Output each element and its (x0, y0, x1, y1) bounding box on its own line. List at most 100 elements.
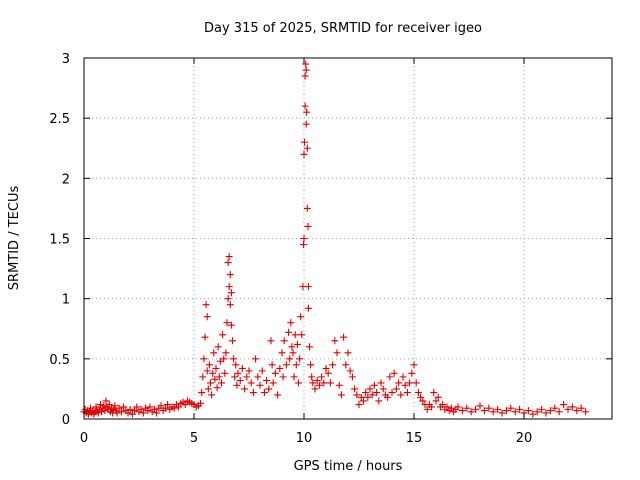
data-point (529, 410, 537, 418)
data-point (308, 373, 316, 381)
data-point (115, 404, 123, 412)
data-point (560, 401, 568, 409)
data-point (386, 373, 394, 381)
data-point (555, 408, 563, 416)
data-point (307, 361, 315, 369)
data-point (494, 405, 502, 413)
data-point (551, 404, 559, 412)
data-point (227, 289, 235, 297)
data-point (511, 408, 519, 416)
data-point (293, 340, 301, 348)
data-point (218, 379, 225, 387)
data-point (164, 401, 172, 409)
data-point (212, 364, 220, 372)
data-point (502, 407, 510, 415)
data-point (271, 369, 279, 377)
data-point (200, 355, 208, 363)
data-point (150, 405, 158, 413)
data-point (439, 401, 447, 409)
data-point (208, 391, 216, 399)
chart-title: Day 315 of 2025, SRMTID for receiver ige… (204, 21, 482, 36)
data-point (225, 253, 233, 261)
data-point (232, 361, 240, 369)
data-point (335, 381, 343, 389)
data-point (292, 361, 300, 369)
data-point (300, 241, 308, 249)
data-point (542, 409, 550, 417)
data-point (498, 409, 506, 417)
data-point (215, 373, 223, 381)
data-point (351, 385, 359, 393)
data-point (428, 403, 436, 411)
data-point (447, 404, 455, 412)
data-point (370, 381, 378, 389)
x-tick-label: 20 (516, 431, 533, 446)
data-point (94, 409, 102, 417)
data-point (359, 397, 367, 405)
data-point (137, 405, 145, 413)
data-point (276, 364, 284, 372)
data-point (139, 409, 147, 417)
data-point (102, 397, 110, 405)
data-point (100, 402, 108, 410)
data-point (297, 313, 305, 321)
data-point (423, 405, 431, 413)
data-point (300, 138, 308, 146)
data-point (533, 408, 541, 416)
data-point (355, 401, 363, 409)
data-point (221, 369, 229, 377)
data-point (124, 409, 132, 417)
data-point (357, 393, 365, 401)
data-point (573, 407, 581, 415)
data-point (313, 376, 321, 384)
data-point (282, 361, 290, 369)
data-point (377, 379, 385, 387)
data-point (161, 404, 169, 412)
data-point (303, 204, 311, 212)
data-point (202, 301, 210, 309)
ticks-layer: 0 5 10 15 20 0 0.5 1 1.5 2 2.5 3 (49, 52, 612, 446)
data-point (373, 389, 381, 397)
data-point (249, 389, 257, 397)
data-point (298, 331, 306, 339)
data-point (199, 373, 207, 381)
data-point (403, 389, 411, 397)
y-tick-label: 3 (62, 52, 70, 67)
data-point (128, 410, 136, 418)
data-point (353, 391, 361, 399)
data-point (524, 407, 532, 415)
data-point (318, 373, 326, 381)
data-point (245, 367, 253, 375)
y-tick-label: 1 (62, 293, 70, 308)
data-point (258, 367, 266, 375)
x-tick-label: 15 (406, 431, 423, 446)
data-point (388, 389, 396, 397)
data-point (225, 283, 233, 291)
data-point (203, 367, 211, 375)
data-point (296, 355, 304, 363)
data-point (401, 381, 409, 389)
data-point (368, 391, 376, 399)
data-point (144, 407, 152, 415)
data-point (97, 401, 104, 409)
data-point (268, 361, 276, 369)
data-point (111, 402, 119, 410)
data-point (213, 384, 221, 392)
data-point (379, 385, 387, 393)
data-point (342, 361, 350, 369)
data-point (333, 349, 341, 357)
data-point (247, 379, 255, 387)
data-point (223, 319, 231, 327)
data-point (280, 337, 288, 345)
data-point (201, 333, 209, 341)
data-point (324, 369, 332, 377)
data-point (210, 349, 218, 357)
data-point (207, 379, 214, 387)
data-point (306, 343, 313, 351)
data-point (434, 393, 442, 401)
data-point (395, 379, 403, 387)
data-point (175, 403, 183, 411)
data-point (170, 404, 178, 412)
data-point (205, 361, 213, 369)
